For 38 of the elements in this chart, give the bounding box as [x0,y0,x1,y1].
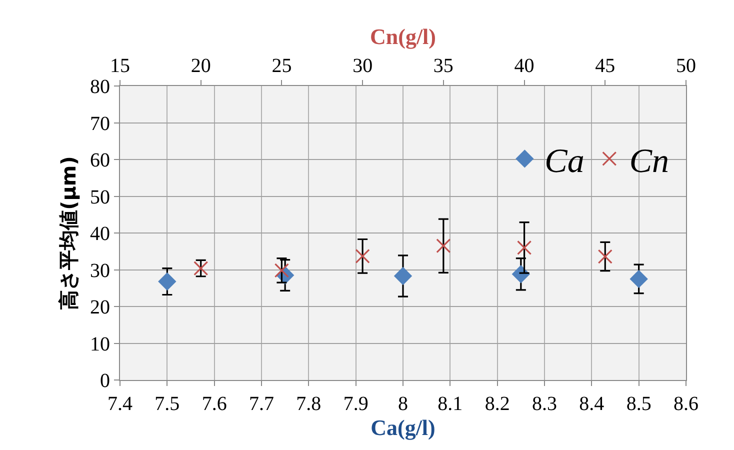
x-tick-label: 7.8 [296,393,322,415]
x2-tick-label: 30 [352,55,373,77]
legend-label: Ca [544,142,584,180]
point [394,266,412,286]
y-tick-label: 30 [90,260,110,282]
point [630,270,648,288]
y-tick-label: 20 [90,296,110,318]
x2-tick-label: 25 [272,55,292,77]
x2-axis-title: Cn(g/l) [370,24,436,49]
y-tick-label: 40 [90,223,110,245]
x-tick-label: 8.1 [438,393,463,415]
y-tick-label: 50 [90,186,110,208]
x2-tick-label: 45 [595,55,616,77]
x2-tick-label: 40 [514,55,534,77]
x-tick-label: 8.6 [674,393,698,415]
x-tick-label: 8.4 [579,393,604,415]
y-tick-label: 0 [100,370,110,392]
x2-tick-label: 15 [110,55,130,77]
y-tick-label: 70 [90,112,110,135]
x-tick-label: 8 [398,393,408,415]
x-tick-label: 8.2 [484,393,510,415]
x-tick-label: 8.5 [626,393,652,415]
x-tick-label: 7.5 [154,393,180,415]
x2-tick-label: 20 [190,55,211,77]
point [158,272,176,291]
x2-tick-label: 50 [676,55,696,77]
x-tick-label: 7.6 [202,393,227,415]
legend-label: Cn [629,142,670,180]
x-tick-label: 8.3 [532,393,557,415]
x-tick-label: 7.4 [108,393,132,415]
y-tick-label: 10 [90,333,110,356]
x-tick-label: 7.7 [249,393,274,415]
y-axis-title: 高さ平均値(μm) [56,156,80,310]
y-tick-label: 80 [90,76,110,98]
y-tick-label: 60 [90,150,110,172]
x2-tick-label: 35 [433,55,454,77]
x-tick-label: 7.9 [343,393,368,415]
x-axis-title: Ca(g/l) [370,415,436,440]
